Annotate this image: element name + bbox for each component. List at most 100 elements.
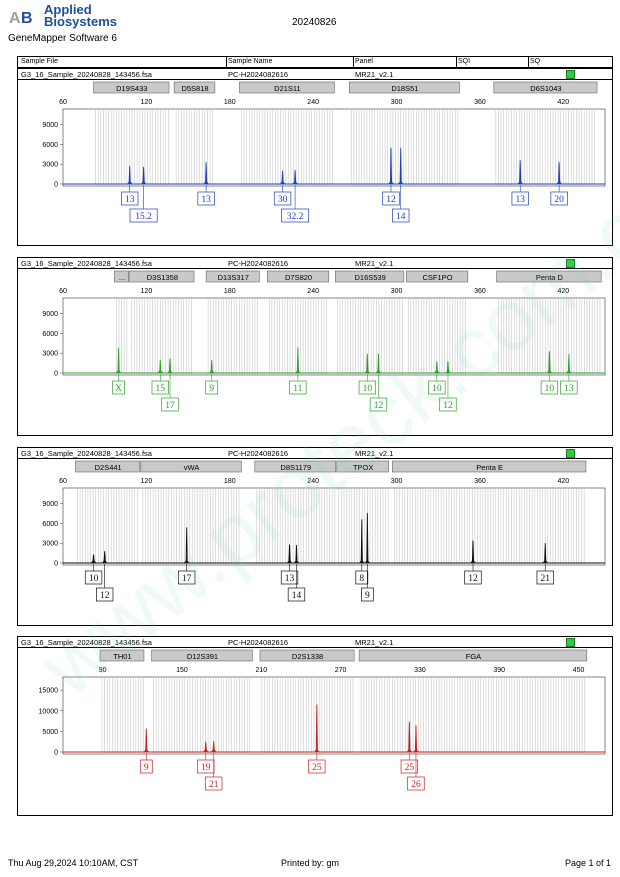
allele-box — [464, 570, 482, 585]
electropherogram-chart-green: ... D3S1358 D13S317 D7S820 D16S539 CSF1PO Pent… — [42, 270, 606, 412]
allele-label: 13 — [280, 570, 299, 585]
allele-label: 12 — [369, 397, 388, 412]
applied-biosystems-logo-icon: A B — [8, 8, 42, 26]
allele-text: 13 — [515, 195, 525, 205]
locus-marker-bar — [140, 460, 242, 473]
panel-title-row: G3_16_Sample_20240828_143456.fsa PC-H202… — [18, 448, 612, 459]
peak — [286, 544, 293, 564]
y-tick-label: 0 — [54, 371, 58, 378]
x-tick-label: 420 — [557, 288, 569, 295]
peak — [445, 361, 451, 374]
peak — [116, 347, 122, 374]
locus-marker-label: D13S317 — [218, 273, 249, 282]
x-tick-label: 180 — [224, 99, 236, 106]
x-tick-label: 240 — [307, 478, 319, 485]
allele-box — [355, 570, 369, 585]
sample-name: PC-H2024082616 — [228, 259, 289, 268]
sq-status-icon — [566, 638, 575, 647]
locus-marker-bar — [335, 270, 405, 283]
y-tick-label: 3000 — [42, 541, 58, 548]
locus-marker-bar — [93, 81, 170, 94]
locus-marker-bar — [493, 81, 598, 94]
peak — [292, 170, 298, 185]
x-tick-label: 420 — [557, 478, 569, 485]
allele-text: 21 — [540, 574, 550, 584]
x-tick-label: 450 — [573, 667, 585, 674]
peak — [375, 353, 382, 374]
allele-label: 10 — [428, 380, 446, 395]
peak — [280, 170, 286, 185]
panel-title-row: G3_16_Sample_20240828_143456.fsa PC-H202… — [18, 258, 612, 269]
y-tick-label: 0 — [54, 561, 58, 568]
allele-label: X — [112, 380, 125, 395]
peak — [364, 512, 370, 564]
allele-label: 12 — [96, 587, 114, 602]
allele-label: 12 — [439, 397, 457, 412]
panel-name: MR21_v2.1 — [355, 638, 394, 647]
x-tick-label: 180 — [224, 478, 236, 485]
allele-text: 9 — [365, 591, 370, 601]
x-tick-label: 360 — [474, 99, 486, 106]
allele-box — [511, 191, 529, 206]
sample-name: PC-H2024082616 — [228, 449, 289, 458]
x-tick-label: 420 — [557, 99, 569, 106]
locus-marker: vWA — [140, 460, 242, 473]
peak — [203, 741, 209, 753]
allele-text: 12 — [374, 401, 384, 411]
allele-box — [197, 191, 215, 206]
peak — [314, 704, 320, 753]
locus-marker-bar — [151, 649, 253, 662]
allele-text: 25 — [405, 763, 415, 773]
locus-marker-bar — [173, 81, 216, 94]
allele-label: 9 — [139, 759, 153, 774]
peak — [542, 543, 548, 564]
locus-marker: D6S1043 — [493, 81, 598, 94]
allele-box — [407, 776, 425, 791]
allele-text: 17 — [165, 401, 175, 411]
locus-marker: D19S433 — [93, 81, 170, 94]
col-sqi: SQI — [458, 58, 471, 65]
allele-text: 26 — [411, 780, 421, 790]
allele-box — [550, 191, 568, 206]
y-tick-label: 5000 — [42, 729, 58, 736]
locus-marker: CSF1PO — [405, 270, 469, 283]
locus-marker-label: D7S820 — [285, 273, 312, 282]
allele-box — [205, 380, 219, 395]
allele-box — [151, 380, 169, 395]
locus-marker-label: D12S391 — [187, 652, 218, 661]
allele-label: 9 — [205, 380, 219, 395]
peak — [406, 721, 412, 753]
svg-text:B: B — [21, 10, 33, 26]
allele-text: 14 — [396, 212, 406, 222]
sample-name: PC-H2024082616 — [228, 70, 289, 79]
allele-label: 15 — [151, 380, 169, 395]
allele-box — [287, 587, 306, 602]
locus-marker: D3S1358 — [129, 270, 195, 283]
allele-text: 20 — [554, 195, 564, 205]
allele-label: 11 — [289, 380, 307, 395]
allele-text: 10 — [89, 574, 99, 584]
allele-label: 12 — [464, 570, 482, 585]
printed-time: Thu Aug 29,2024 10:10AM, CST — [8, 858, 139, 868]
allele-text: 17 — [182, 574, 192, 584]
peak — [413, 725, 419, 753]
allele-label: 25 — [400, 759, 419, 774]
brand-name: Applied Biosystems — [44, 2, 117, 28]
locus-marker: D5S818 — [173, 81, 216, 94]
locus-marker-label: D2S1338 — [292, 652, 323, 661]
locus-marker-label: D6S1043 — [530, 84, 561, 93]
allele-label: 21 — [536, 570, 554, 585]
peak — [517, 160, 523, 185]
allele-label: 21 — [205, 776, 223, 791]
allele-label: 13 — [197, 191, 215, 206]
allele-label: 17 — [161, 397, 179, 412]
locus-marker-bar — [129, 270, 195, 283]
allele-text: 13 — [201, 195, 211, 205]
allele-box — [392, 208, 410, 223]
locus-marker: D13S317 — [205, 270, 260, 283]
brand-line1: Applied — [44, 2, 92, 17]
electropherogram-chart-black: D2S441 vWA D8S1179 TPOX Penta E60 120 180 240 30… — [42, 460, 606, 602]
locus-marker-label: D19S433 — [116, 84, 147, 93]
x-tick-label: 390 — [493, 667, 505, 674]
